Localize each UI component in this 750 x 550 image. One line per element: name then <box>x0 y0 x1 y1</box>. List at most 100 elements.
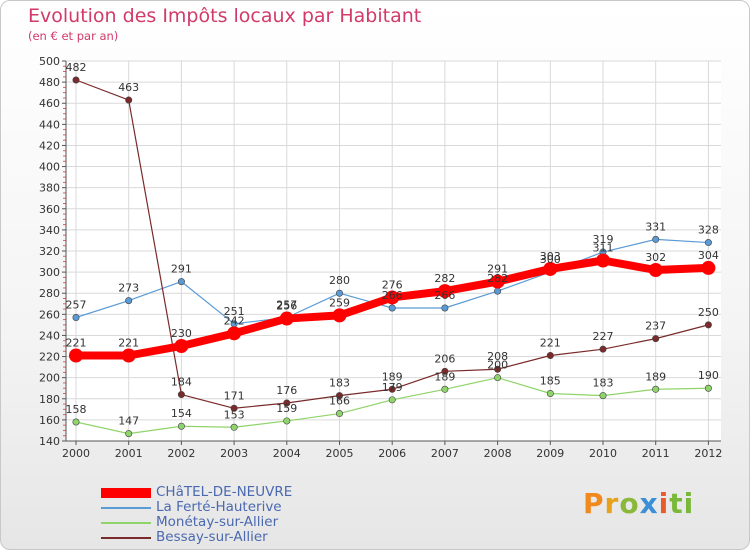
data-label: 300 <box>540 253 561 266</box>
data-label: 183 <box>593 377 614 390</box>
data-point <box>230 423 238 431</box>
data-point <box>543 261 558 276</box>
data-label: 153 <box>224 408 245 421</box>
data-label: 206 <box>434 352 455 365</box>
data-point <box>121 348 136 363</box>
y-tick-label: 360 <box>39 203 60 216</box>
data-label: 208 <box>487 350 508 363</box>
data-point <box>652 335 660 343</box>
data-point <box>125 430 133 438</box>
y-tick-label: 400 <box>39 161 60 174</box>
data-label: 257 <box>276 299 297 312</box>
y-tick-label: 220 <box>39 351 60 364</box>
y-tick-label: 140 <box>39 435 60 448</box>
data-point <box>701 260 716 275</box>
data-point <box>230 404 238 412</box>
x-tick-label: 2010 <box>589 447 617 460</box>
data-label: 250 <box>698 306 719 319</box>
data-label: 171 <box>224 389 245 402</box>
x-tick-label: 2008 <box>484 447 512 460</box>
y-tick-label: 500 <box>39 55 60 68</box>
data-label: 183 <box>329 377 350 390</box>
data-point <box>441 304 449 312</box>
data-point <box>599 392 607 400</box>
data-label: 230 <box>171 327 192 340</box>
data-point <box>441 385 449 393</box>
data-point <box>388 385 396 393</box>
data-label: 147 <box>118 415 139 428</box>
data-label: 176 <box>276 384 297 397</box>
data-point <box>69 348 83 363</box>
data-point <box>652 385 660 393</box>
data-point <box>388 304 396 312</box>
x-tick-label: 2002 <box>167 447 195 460</box>
data-point <box>385 290 400 305</box>
y-tick-label: 440 <box>39 118 60 131</box>
legend-swatch <box>101 537 151 539</box>
y-tick-label: 480 <box>39 76 60 89</box>
y-tick-label: 420 <box>39 139 60 152</box>
legend-label: CHâTEL-DE-NEUVRE <box>156 484 293 500</box>
data-point <box>72 418 80 426</box>
data-label: 154 <box>171 407 192 420</box>
data-label: 256 <box>276 300 297 313</box>
data-label: 303 <box>540 250 561 263</box>
data-point <box>332 308 347 323</box>
data-label: 282 <box>434 272 455 285</box>
proxiti-logo: Proxiti <box>583 487 694 520</box>
data-label: 273 <box>118 282 139 295</box>
data-point <box>704 321 712 329</box>
y-tick-label: 200 <box>39 372 60 385</box>
y-tick-label: 280 <box>39 287 60 300</box>
data-point <box>72 313 80 321</box>
data-label: 221 <box>540 337 561 350</box>
data-label: 280 <box>329 274 350 287</box>
data-point <box>283 399 291 407</box>
data-point <box>125 96 133 104</box>
data-label: 482 <box>66 61 87 74</box>
data-point <box>441 367 449 375</box>
data-label: 282 <box>487 272 508 285</box>
data-point <box>177 391 185 399</box>
data-label: 158 <box>66 403 87 416</box>
legend-label: Monétay-sur-Allier <box>156 514 279 530</box>
logo-letter: i <box>658 487 670 520</box>
data-point <box>704 239 712 247</box>
data-point <box>599 345 607 353</box>
x-tick-label: 2006 <box>378 447 406 460</box>
data-label: 189 <box>645 370 666 383</box>
data-label: 221 <box>118 337 139 350</box>
data-label: 291 <box>487 263 508 276</box>
data-point <box>177 422 185 430</box>
legend-swatch <box>101 507 151 509</box>
data-point <box>652 235 660 243</box>
data-point <box>174 339 189 353</box>
legend-swatch <box>101 488 151 498</box>
data-label: 189 <box>382 370 403 383</box>
data-point <box>335 289 343 297</box>
legend-swatch <box>101 522 151 524</box>
data-label: 328 <box>698 224 719 237</box>
data-label: 221 <box>66 337 87 350</box>
y-tick-label: 180 <box>39 393 60 406</box>
data-label: 266 <box>434 289 455 302</box>
data-label: 179 <box>382 381 403 394</box>
y-tick-label: 300 <box>39 266 60 279</box>
y-tick-label: 320 <box>39 245 60 258</box>
data-point <box>279 311 294 326</box>
data-point <box>648 263 663 277</box>
data-label: 190 <box>698 369 719 382</box>
logo-letter: P <box>583 487 605 520</box>
data-point <box>494 374 502 382</box>
data-point <box>227 326 242 341</box>
y-tick-label: 240 <box>39 329 60 342</box>
data-label: 291 <box>171 263 192 276</box>
y-tick-label: 380 <box>39 182 60 195</box>
data-point <box>494 365 502 373</box>
data-label: 276 <box>382 278 403 291</box>
data-point <box>388 396 396 404</box>
data-label: 259 <box>329 296 350 309</box>
data-point <box>437 284 452 299</box>
